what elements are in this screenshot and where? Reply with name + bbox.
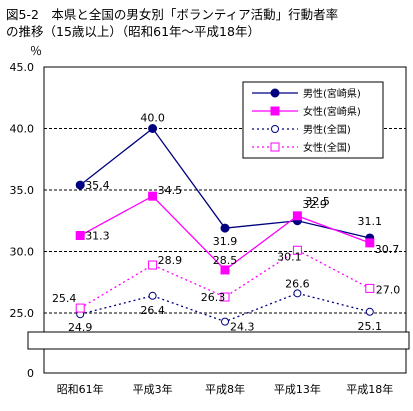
data-label: 24.3 [230, 321, 255, 334]
data-point [221, 317, 229, 326]
data-label: 30.1 [277, 250, 302, 263]
data-point [293, 289, 302, 298]
data-point [365, 307, 374, 316]
x-tick-label: 平成13年 [274, 382, 321, 396]
data-point [148, 124, 158, 133]
data-label: 34.5 [158, 184, 183, 197]
y-tick-label: 35.0 [10, 184, 35, 197]
y-tick-label: 45.0 [10, 61, 35, 74]
data-point [271, 125, 279, 133]
x-tick-label: 平成18年 [346, 382, 393, 396]
data-label: 26.6 [285, 277, 310, 290]
data-label: 40.0 [140, 112, 165, 125]
data-point [292, 211, 302, 221]
y-tick-label: 0 [27, 367, 34, 380]
series-line [79, 249, 371, 309]
data-label: 26.3 [201, 291, 226, 304]
data-point [75, 303, 85, 313]
data-point [148, 191, 158, 201]
legend-label: 男性(全国) [303, 123, 351, 136]
data-point [220, 223, 230, 233]
data-label: 32.5 [305, 195, 330, 208]
axis-break [27, 331, 410, 350]
data-label: 25.4 [52, 292, 77, 305]
data-point [75, 180, 85, 190]
data-point [220, 292, 230, 302]
data-label: 32.9 [302, 198, 327, 211]
legend: 男性(宮崎県) 女性(宮崎県) 男性(全国) 女性(全国) [242, 81, 384, 159]
data-labels-layer: 35.4 40.0 31.9 32.5 31.1 31.3 34.5 28.5 32.9 30.7… [52, 112, 400, 335]
data-label: 30.7 [375, 243, 400, 256]
chart-title: 図5-2 本県と全国の男女別「ボランティア活動」行動者率 の推移（15歳以上）（… [6, 7, 339, 39]
data-point [270, 88, 280, 98]
data-point [270, 106, 280, 116]
data-label: 31.9 [213, 235, 238, 248]
x-tick-label: 平成8年 [205, 382, 245, 396]
x-tick-label: 平成3年 [133, 382, 173, 396]
data-point [220, 265, 230, 275]
data-point [365, 238, 375, 248]
data-label: 31.3 [85, 230, 110, 243]
data-point [75, 231, 85, 241]
y-axis-unit: ％ [30, 44, 42, 58]
data-label: 28.5 [213, 254, 238, 267]
data-point [292, 245, 302, 255]
data-label: 27.0 [376, 283, 401, 296]
y-tick-label: 25.0 [10, 307, 35, 320]
data-point [148, 260, 158, 270]
data-point [270, 142, 280, 152]
x-tick-label: 昭和61年 [57, 382, 104, 396]
legend-label: 女性(全国) [303, 141, 351, 154]
series-layer [75, 124, 375, 326]
data-label: 26.4 [140, 304, 165, 317]
data-point [148, 291, 157, 300]
axes-layer: 45.0 40.0 35.0 30.0 25.0 0 ％ 昭和61年 平成3年 平成8年 平成13年… [10, 44, 410, 396]
data-point [365, 283, 375, 293]
data-label: 31.1 [358, 215, 383, 228]
plot-area [43, 66, 407, 374]
legend-label: 女性(宮崎県) [303, 105, 361, 118]
y-tick-label: 40.0 [10, 123, 35, 136]
data-label: 35.4 [85, 179, 110, 192]
legend-label: 男性(宮崎県) [303, 87, 361, 100]
y-tick-label: 30.0 [10, 246, 35, 259]
data-label: 28.9 [158, 254, 183, 267]
data-label: 24.9 [68, 321, 93, 334]
legend-box [242, 81, 384, 159]
data-label: 25.1 [358, 320, 383, 333]
